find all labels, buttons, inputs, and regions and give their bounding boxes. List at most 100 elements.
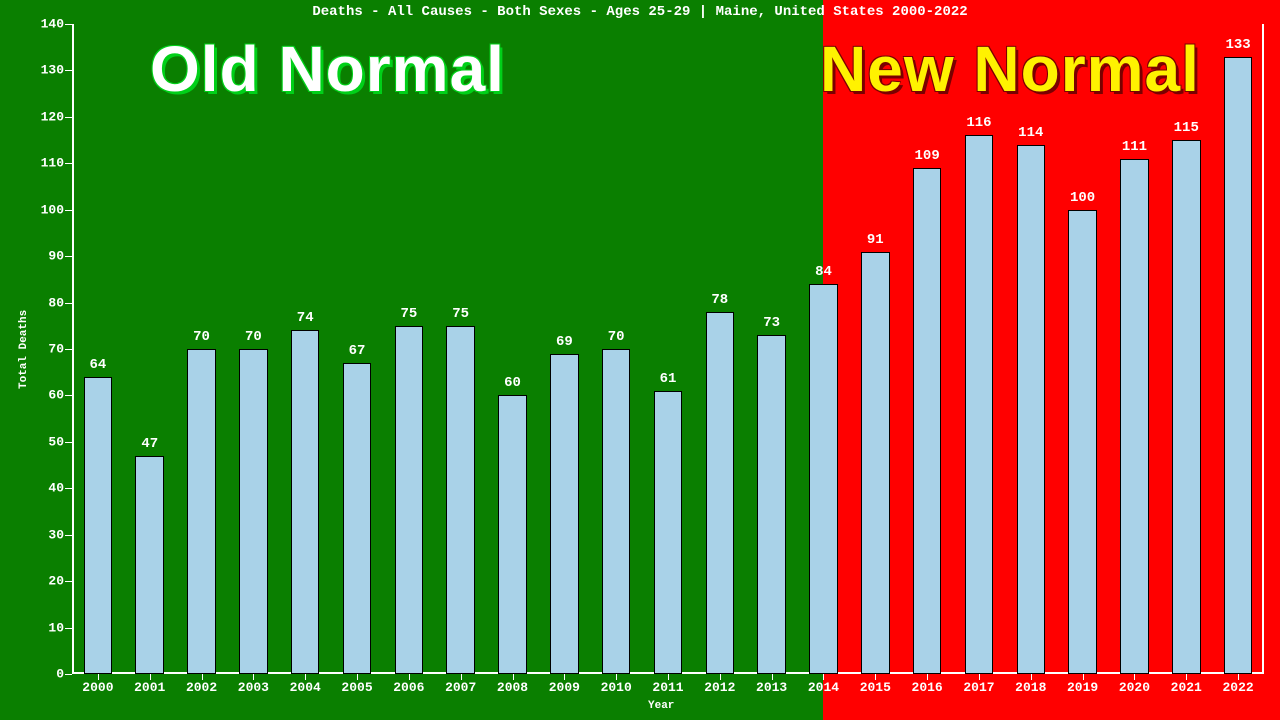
y-tick-label: 120 bbox=[30, 109, 64, 124]
y-tick-label: 0 bbox=[30, 667, 64, 682]
bar-value-label: 109 bbox=[915, 148, 940, 164]
x-tick-label: 2018 bbox=[1015, 680, 1046, 695]
x-tick-label: 2005 bbox=[341, 680, 372, 695]
y-tick-label: 60 bbox=[30, 388, 64, 403]
right-axis-line bbox=[1262, 24, 1264, 674]
x-tick-label: 2002 bbox=[186, 680, 217, 695]
bar bbox=[1120, 159, 1149, 674]
bar-value-label: 69 bbox=[556, 334, 573, 350]
bar bbox=[602, 349, 631, 674]
y-tick-label: 140 bbox=[30, 17, 64, 32]
x-tick-label: 2011 bbox=[652, 680, 683, 695]
bar bbox=[654, 391, 683, 674]
bar-value-label: 67 bbox=[349, 343, 366, 359]
x-tick-label: 2022 bbox=[1222, 680, 1253, 695]
bar-value-label: 70 bbox=[193, 329, 210, 345]
x-tick-label: 2000 bbox=[82, 680, 113, 695]
y-tick bbox=[65, 303, 72, 304]
y-tick bbox=[65, 395, 72, 396]
bar-value-label: 64 bbox=[90, 357, 107, 373]
bar-value-label: 84 bbox=[815, 264, 832, 280]
bar bbox=[965, 135, 994, 674]
x-tick-label: 2004 bbox=[290, 680, 321, 695]
y-axis-title: Total Deaths bbox=[18, 310, 30, 389]
y-tick-label: 30 bbox=[30, 527, 64, 542]
bar bbox=[395, 326, 424, 674]
bar bbox=[1224, 57, 1253, 675]
x-tick-label: 2006 bbox=[393, 680, 424, 695]
bar bbox=[135, 456, 164, 674]
x-tick-label: 2013 bbox=[756, 680, 787, 695]
y-tick bbox=[65, 488, 72, 489]
x-tick-label: 2003 bbox=[238, 680, 269, 695]
bar-value-label: 70 bbox=[608, 329, 625, 345]
bar bbox=[1172, 140, 1201, 674]
bar bbox=[187, 349, 216, 674]
y-tick bbox=[65, 535, 72, 536]
bar-value-label: 73 bbox=[763, 315, 780, 331]
y-tick bbox=[65, 210, 72, 211]
y-tick-label: 50 bbox=[30, 434, 64, 449]
y-tick-label: 110 bbox=[30, 156, 64, 171]
bar bbox=[1017, 145, 1046, 674]
x-tick-label: 2017 bbox=[963, 680, 994, 695]
bar-value-label: 75 bbox=[400, 306, 417, 322]
x-tick-label: 2021 bbox=[1171, 680, 1202, 695]
y-tick bbox=[65, 674, 72, 675]
y-tick bbox=[65, 256, 72, 257]
bar-value-label: 100 bbox=[1070, 190, 1095, 206]
y-tick-label: 20 bbox=[30, 574, 64, 589]
bar-value-label: 70 bbox=[245, 329, 262, 345]
x-tick-label: 2010 bbox=[601, 680, 632, 695]
chart-title: Deaths - All Causes - Both Sexes - Ages … bbox=[0, 4, 1280, 20]
bar bbox=[757, 335, 786, 674]
x-tick-label: 2014 bbox=[808, 680, 839, 695]
x-tick-label: 2009 bbox=[549, 680, 580, 695]
bar bbox=[809, 284, 838, 674]
bar-value-label: 47 bbox=[141, 436, 158, 452]
y-tick bbox=[65, 163, 72, 164]
y-tick bbox=[65, 349, 72, 350]
bar bbox=[446, 326, 475, 674]
bar-value-label: 116 bbox=[966, 115, 991, 131]
bar-value-label: 133 bbox=[1225, 37, 1250, 53]
y-tick-label: 40 bbox=[30, 481, 64, 496]
x-axis-title: Year bbox=[648, 700, 674, 712]
x-tick-label: 2012 bbox=[704, 680, 735, 695]
y-tick bbox=[65, 442, 72, 443]
x-tick-label: 2019 bbox=[1067, 680, 1098, 695]
bar-value-label: 111 bbox=[1122, 139, 1147, 155]
bar-value-label: 75 bbox=[452, 306, 469, 322]
bar-value-label: 78 bbox=[711, 292, 728, 308]
bar-value-label: 91 bbox=[867, 232, 884, 248]
x-tick-label: 2015 bbox=[860, 680, 891, 695]
y-tick bbox=[65, 70, 72, 71]
y-tick-label: 10 bbox=[30, 620, 64, 635]
x-tick-label: 2008 bbox=[497, 680, 528, 695]
y-tick-label: 130 bbox=[30, 63, 64, 78]
deaths-bar-chart: Deaths - All Causes - Both Sexes - Ages … bbox=[0, 0, 1280, 720]
y-tick-label: 100 bbox=[30, 202, 64, 217]
bar bbox=[706, 312, 735, 674]
bar bbox=[550, 354, 579, 674]
bar-value-label: 115 bbox=[1174, 120, 1199, 136]
bar bbox=[1068, 210, 1097, 674]
bar-value-label: 114 bbox=[1018, 125, 1043, 141]
y-tick bbox=[65, 117, 72, 118]
x-tick-label: 2001 bbox=[134, 680, 165, 695]
y-tick-label: 70 bbox=[30, 342, 64, 357]
bar-value-label: 74 bbox=[297, 310, 314, 326]
x-tick-label: 2007 bbox=[445, 680, 476, 695]
bar bbox=[239, 349, 268, 674]
bar bbox=[343, 363, 372, 674]
bar bbox=[498, 395, 527, 674]
x-tick-label: 2020 bbox=[1119, 680, 1150, 695]
y-tick bbox=[65, 581, 72, 582]
bar bbox=[861, 252, 890, 675]
plot-area bbox=[72, 24, 1264, 674]
y-tick-label: 90 bbox=[30, 249, 64, 264]
y-tick bbox=[65, 628, 72, 629]
bar bbox=[84, 377, 113, 674]
y-tick-label: 80 bbox=[30, 295, 64, 310]
bar bbox=[291, 330, 320, 674]
